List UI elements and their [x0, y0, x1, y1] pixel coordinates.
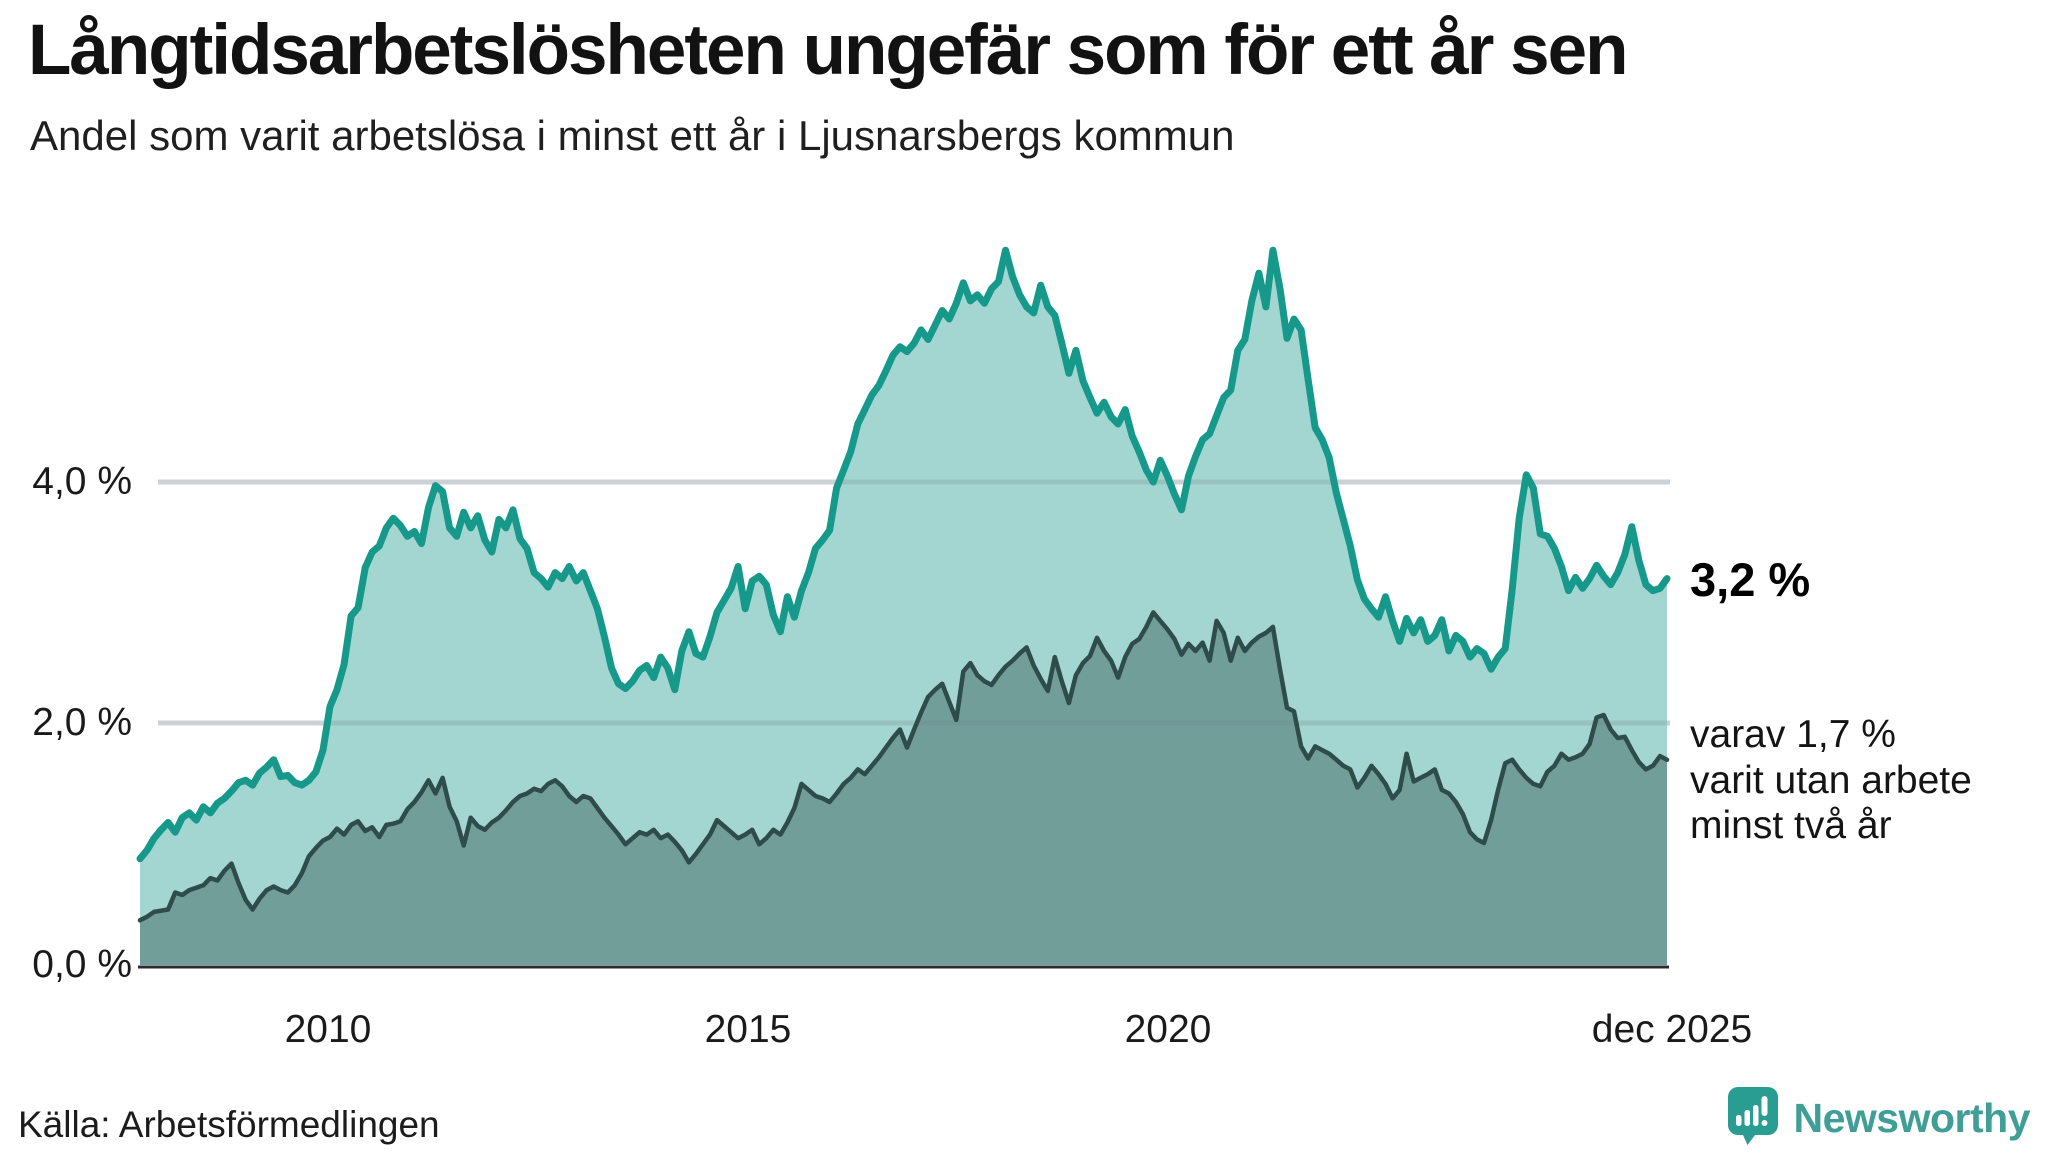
y-axis-tick-0: 0,0 %: [32, 943, 132, 986]
two-year-note-line-1: varav 1,7 %: [1690, 713, 1896, 756]
newsworthy-wordmark: Newsworthy: [1793, 1094, 2031, 1141]
y-axis-tick-4: 4,0 %: [32, 460, 132, 503]
x-axis-tick-2020: 2020: [1124, 1008, 1212, 1051]
chart-subtitle: Andel som varit arbetslösa i minst ett å…: [30, 112, 1235, 159]
two-year-note-line-3: minst två år: [1690, 804, 1892, 848]
x-axis-tick-2010: 2010: [284, 1008, 372, 1051]
x-axis-tick-2015: 2015: [704, 1008, 792, 1051]
latest-value-label: 3,2 %: [1690, 553, 1811, 606]
two-year-note: varav 1,7 % varit utan arbete minst två …: [1690, 712, 1972, 849]
x-axis-tick-dec-2025: dec 2025: [1591, 1008, 1753, 1051]
newsworthy-speech-bubble-chart-icon: [1726, 1085, 1780, 1152]
newsworthy-logo: Newsworthy: [1726, 1086, 2031, 1148]
two-year-note-line-2: varit utan arbete: [1690, 758, 1972, 802]
source-credit: Källa: Arbetsförmedlingen: [18, 1104, 440, 1145]
y-axis-tick-2: 2,0 %: [32, 701, 132, 744]
page-title: Långtidsarbetslösheten ungefär som för e…: [28, 11, 1628, 90]
